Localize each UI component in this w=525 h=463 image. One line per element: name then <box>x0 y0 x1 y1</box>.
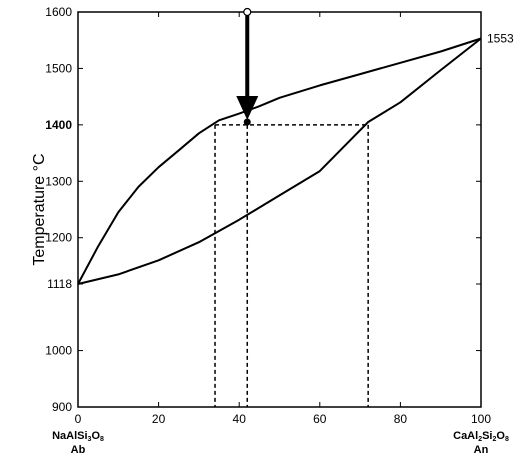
x-tick-label: 80 <box>394 412 408 426</box>
plot-frame <box>77 11 482 408</box>
y-axis-label: Temperature °C <box>31 153 48 265</box>
y-tick-label: 1500 <box>45 61 72 75</box>
y-tick-label: 1000 <box>45 344 72 358</box>
anorthite-formula-label: CaAl2Si2O8 <box>453 430 509 443</box>
albite-formula-label: NaAlSi3O8 <box>52 430 104 443</box>
y-tick-label: 1200 <box>45 231 72 245</box>
liquidus-curve <box>77 37 482 285</box>
x-tick-label: 100 <box>471 412 491 426</box>
y-tick-label: 1600 <box>45 5 72 19</box>
cooling-path-arrowhead <box>236 96 259 121</box>
x-tick-label: 0 <box>75 412 82 426</box>
solidus-curve <box>77 37 482 285</box>
x-tick-label: 60 <box>313 412 327 426</box>
y-tick-label: 1118 <box>47 277 72 291</box>
y-tick-label: 1400 <box>45 118 72 132</box>
y-tick-label: 1300 <box>45 174 72 188</box>
y-tick-label: 900 <box>52 400 72 414</box>
start-point-marker <box>243 7 252 17</box>
anorthite-abbreviation-label: An <box>474 444 489 456</box>
x-tick-label: 20 <box>152 412 166 426</box>
x-tick-label: 40 <box>233 412 247 426</box>
liquidus-intersection-marker <box>243 118 251 126</box>
albite-abbreviation-label: Ab <box>71 444 86 456</box>
endpoint-temperature-label: 1553 <box>487 32 514 46</box>
